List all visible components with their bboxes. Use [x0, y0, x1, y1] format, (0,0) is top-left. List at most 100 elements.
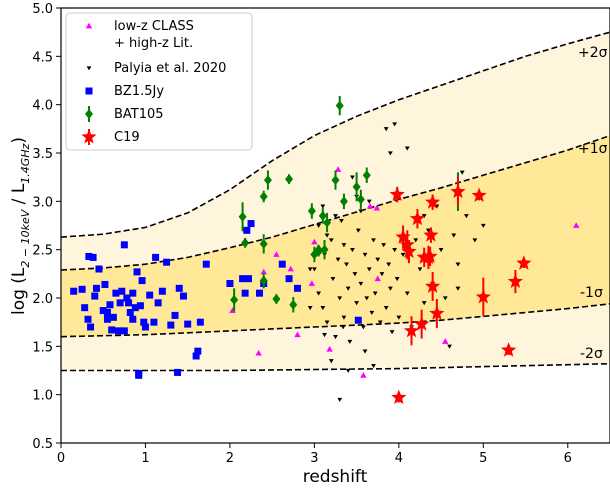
data-point: [255, 349, 262, 356]
data-point: [146, 291, 154, 299]
data-point: [294, 331, 301, 338]
data-point: [184, 320, 192, 328]
data-point: [129, 315, 137, 323]
data-point: [278, 260, 286, 268]
data-point: [330, 276, 336, 282]
legend: low-z CLASS + high-z Lit. Palyia et al. 20…: [65, 12, 253, 151]
data-point: [339, 196, 348, 207]
data-point: [354, 301, 360, 306]
data-point: [175, 284, 183, 292]
legend-marker: [85, 87, 93, 95]
band-label-plus1: +1σ: [578, 141, 608, 157]
plot-frame: [60, 7, 610, 444]
x-tick-label: 5: [479, 451, 487, 466]
data-point: [399, 236, 415, 252]
data-point: [196, 318, 204, 326]
data-point: [92, 284, 100, 292]
curve-plus1: [61, 134, 610, 271]
data-point: [425, 278, 441, 293]
data-point: [259, 275, 268, 286]
data-point: [355, 228, 361, 233]
data-point: [381, 243, 387, 248]
data-point: [360, 325, 366, 330]
data-point: [89, 253, 97, 261]
data-point: [320, 305, 326, 311]
data-point: [316, 223, 322, 228]
band-labels: +2σ +1σ -1σ -2σ: [578, 45, 608, 362]
data-point: [349, 247, 355, 253]
band-label-minus2: -2σ: [580, 346, 603, 362]
data-point: [260, 268, 267, 275]
data-point: [392, 122, 398, 127]
data-points: [70, 95, 580, 404]
data-point: [328, 359, 334, 364]
y-tick-label: 3.0: [32, 195, 53, 210]
legend-marker: [85, 22, 93, 29]
data-point: [243, 226, 251, 234]
data-point: [118, 287, 126, 295]
data-point: [239, 275, 247, 283]
data-point: [394, 276, 400, 282]
data-point: [333, 334, 338, 340]
data-point: [311, 238, 318, 245]
legend-item-c19: C19: [81, 129, 140, 145]
legend-marker: [86, 66, 92, 71]
data-point: [126, 309, 134, 316]
data-point: [120, 327, 128, 335]
sigma-bands: [61, 32, 610, 371]
legend-item-bz15jy: BZ1.5Jy: [85, 84, 164, 99]
data-point: [426, 228, 431, 233]
data-point: [388, 286, 393, 291]
x-tick-label: 6: [564, 451, 572, 466]
data-point: [285, 174, 294, 185]
x-axis-label: redshift: [303, 467, 368, 487]
data-point: [345, 286, 351, 291]
band-label-plus2: +2σ: [578, 45, 608, 61]
series-bz15jy: [70, 220, 362, 379]
data-point: [95, 265, 103, 273]
data-point: [150, 318, 158, 326]
data-point: [404, 146, 410, 151]
y-tick-label: 4.5: [32, 50, 53, 65]
data-point: [307, 206, 316, 216]
y-tick-label: 4.0: [32, 99, 53, 114]
y-tick-label: 5.0: [32, 2, 53, 17]
data-point: [414, 316, 430, 331]
data-point: [356, 194, 365, 205]
data-point: [112, 289, 120, 297]
data-point: [366, 199, 372, 204]
data-point: [371, 238, 376, 243]
legend-item-bat105: BAT105: [85, 106, 164, 122]
data-point: [78, 285, 86, 293]
legend-label: BZ1.5Jy: [114, 84, 164, 99]
x-tick-label: 4: [395, 451, 403, 466]
data-point: [328, 238, 334, 243]
data-point: [472, 238, 478, 243]
data-point: [392, 247, 398, 253]
curve-minus1: [61, 303, 610, 338]
data-point: [333, 214, 338, 219]
data-point: [386, 262, 392, 267]
data-point: [340, 325, 346, 330]
data-point: [85, 252, 93, 260]
data-point: [152, 253, 160, 261]
data-point: [337, 397, 343, 402]
data-point: [442, 338, 449, 344]
data-point: [369, 310, 375, 315]
data-point: [324, 233, 330, 238]
data-point: [241, 289, 249, 297]
series-bat105: [230, 95, 462, 313]
y-axis-label: log (L2 − 10keV / L1.4GHz): [9, 137, 32, 315]
data-point: [475, 289, 491, 304]
data-point: [116, 299, 124, 307]
data-point: [133, 268, 141, 276]
axes: 0 1 2 3 4 5 6 0.5 1.0 1.5 2.0 2.5 3.0 3.5 4.0 4.5 5.0: [32, 2, 610, 466]
data-point: [238, 211, 247, 222]
data-point: [287, 265, 294, 272]
data-point: [413, 238, 419, 243]
data-point: [459, 170, 465, 175]
legend-marker: [81, 129, 97, 144]
data-point: [167, 321, 175, 329]
data-point: [403, 322, 420, 338]
data-point: [120, 241, 128, 249]
